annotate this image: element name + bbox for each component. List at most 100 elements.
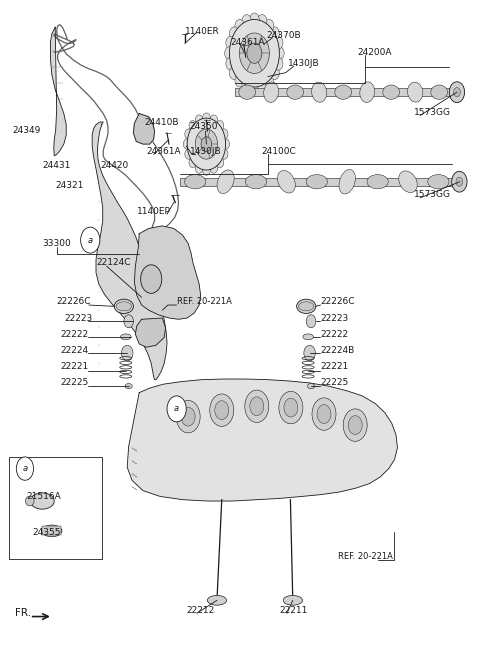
- Circle shape: [210, 115, 217, 125]
- Ellipse shape: [125, 384, 132, 389]
- Circle shape: [203, 165, 210, 175]
- Circle shape: [181, 408, 195, 426]
- Circle shape: [279, 391, 303, 424]
- Text: 24410B: 24410B: [144, 117, 179, 127]
- Text: 22223: 22223: [65, 313, 93, 323]
- Text: 22224B: 22224B: [321, 346, 355, 355]
- Text: 22222: 22222: [321, 330, 349, 339]
- Ellipse shape: [116, 302, 132, 311]
- Text: 24100C: 24100C: [262, 147, 296, 156]
- Ellipse shape: [299, 302, 314, 311]
- Ellipse shape: [408, 82, 423, 102]
- Circle shape: [452, 171, 467, 192]
- Text: 24431: 24431: [42, 161, 71, 170]
- Ellipse shape: [42, 525, 62, 537]
- Polygon shape: [50, 27, 66, 156]
- Ellipse shape: [383, 85, 399, 99]
- Circle shape: [216, 157, 224, 167]
- Text: 1430JB: 1430JB: [190, 147, 221, 156]
- Circle shape: [270, 67, 279, 80]
- Ellipse shape: [303, 334, 313, 340]
- Ellipse shape: [431, 85, 447, 99]
- Polygon shape: [127, 379, 397, 501]
- Circle shape: [121, 345, 133, 361]
- Circle shape: [242, 79, 252, 92]
- Ellipse shape: [217, 170, 234, 193]
- Circle shape: [264, 19, 274, 32]
- Text: 24200A: 24200A: [358, 48, 392, 57]
- Circle shape: [250, 13, 259, 26]
- Circle shape: [273, 36, 283, 49]
- Ellipse shape: [277, 171, 295, 193]
- Ellipse shape: [335, 85, 351, 99]
- Circle shape: [240, 33, 269, 73]
- Circle shape: [203, 113, 210, 123]
- Ellipse shape: [307, 384, 315, 389]
- Circle shape: [226, 57, 236, 70]
- Circle shape: [220, 129, 228, 140]
- Ellipse shape: [306, 175, 327, 189]
- Circle shape: [226, 36, 236, 49]
- Circle shape: [245, 390, 269, 422]
- Text: 24349: 24349: [12, 126, 40, 135]
- Text: 22124C: 22124C: [96, 258, 131, 267]
- Text: 22223: 22223: [321, 313, 349, 323]
- Text: 22226C: 22226C: [321, 297, 355, 306]
- Text: a: a: [23, 464, 27, 473]
- Circle shape: [312, 398, 336, 430]
- Text: FR.: FR.: [15, 608, 31, 618]
- Ellipse shape: [367, 175, 388, 189]
- Text: REF. 20-221A: REF. 20-221A: [338, 552, 393, 561]
- Circle shape: [222, 139, 229, 149]
- Text: a: a: [88, 236, 93, 245]
- Circle shape: [185, 149, 192, 159]
- Circle shape: [250, 80, 259, 93]
- Ellipse shape: [264, 82, 279, 103]
- Circle shape: [348, 416, 362, 435]
- Text: 22222: 22222: [60, 330, 88, 339]
- Circle shape: [215, 400, 229, 420]
- Circle shape: [235, 19, 244, 32]
- Circle shape: [195, 115, 203, 125]
- Bar: [180, 178, 454, 186]
- Circle shape: [210, 394, 234, 426]
- Circle shape: [229, 27, 239, 40]
- Circle shape: [229, 19, 279, 87]
- Polygon shape: [92, 122, 167, 380]
- Text: 1573GG: 1573GG: [414, 108, 451, 117]
- Circle shape: [264, 74, 274, 87]
- Ellipse shape: [245, 175, 267, 189]
- Polygon shape: [134, 226, 201, 319]
- Circle shape: [225, 47, 234, 60]
- Circle shape: [454, 88, 460, 97]
- Ellipse shape: [239, 85, 256, 99]
- Text: 24321: 24321: [55, 180, 84, 190]
- Circle shape: [343, 409, 367, 441]
- Circle shape: [247, 43, 262, 64]
- Text: 1140ER: 1140ER: [185, 27, 219, 36]
- Circle shape: [284, 398, 298, 417]
- Text: REF. 20-221A: REF. 20-221A: [177, 297, 231, 306]
- Ellipse shape: [25, 496, 34, 506]
- Circle shape: [195, 163, 203, 173]
- Text: 24370B: 24370B: [266, 31, 301, 40]
- Ellipse shape: [283, 596, 302, 605]
- Circle shape: [141, 265, 162, 293]
- Ellipse shape: [428, 175, 449, 189]
- Polygon shape: [133, 114, 155, 144]
- Ellipse shape: [287, 85, 303, 99]
- Text: 22225: 22225: [60, 378, 88, 387]
- Text: 1430JB: 1430JB: [288, 59, 320, 68]
- Circle shape: [257, 15, 267, 28]
- Text: 21516A: 21516A: [26, 492, 61, 501]
- Text: 1140EP: 1140EP: [137, 207, 171, 216]
- Circle shape: [242, 15, 252, 28]
- Circle shape: [229, 67, 239, 80]
- Circle shape: [270, 27, 279, 40]
- Circle shape: [250, 397, 264, 416]
- Circle shape: [201, 137, 212, 151]
- Circle shape: [273, 57, 283, 70]
- Text: 24361A: 24361A: [146, 147, 181, 156]
- Circle shape: [176, 400, 200, 433]
- Circle shape: [187, 118, 226, 170]
